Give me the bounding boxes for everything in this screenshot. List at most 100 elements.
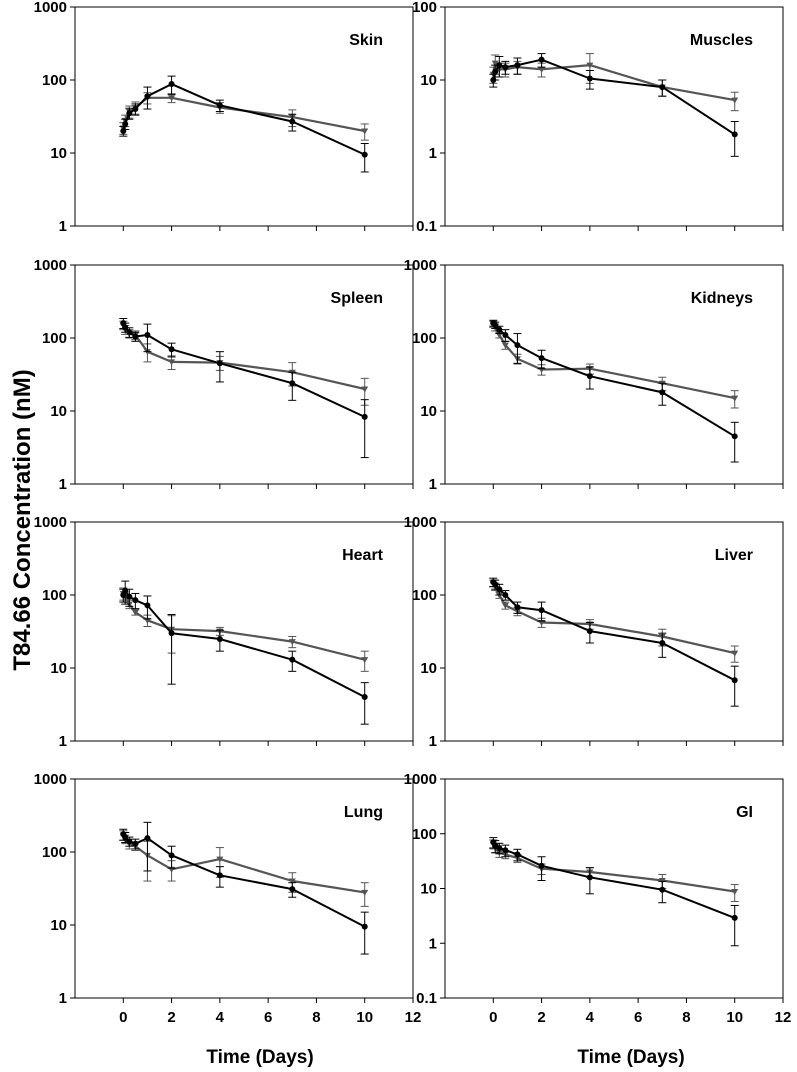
series-series-black (489, 53, 739, 157)
data-point (122, 120, 129, 127)
xtick-label: 12 (405, 1009, 422, 1026)
plot-frame-lung (74, 778, 414, 999)
ytick-label: 1000 (404, 257, 437, 274)
data-point (168, 95, 176, 102)
data-point (122, 587, 129, 594)
data-point (538, 607, 545, 614)
data-point (492, 581, 499, 588)
data-point (168, 81, 175, 88)
ytick-label: 1 (429, 733, 437, 750)
data-point (659, 389, 666, 396)
data-point (538, 355, 545, 362)
ytick-label: 1000 (34, 0, 67, 16)
series-series-black (119, 580, 369, 725)
series-line (122, 96, 365, 133)
plot-frame-liver (444, 521, 784, 742)
series-series-gray (119, 587, 369, 672)
data-point (586, 628, 593, 635)
series-line (122, 833, 366, 928)
xtick-label: 10 (726, 1009, 743, 1026)
data-point (538, 66, 546, 73)
series-line (492, 322, 736, 438)
ytick-label: 10 (50, 660, 67, 677)
panel-title: Lung (344, 804, 383, 821)
series-line (492, 581, 736, 682)
data-point (361, 413, 368, 420)
series-series-gray (489, 320, 739, 409)
data-point (361, 889, 369, 896)
series-line (122, 589, 366, 698)
series-series-black (119, 821, 369, 955)
ytick-label: 100 (412, 0, 437, 16)
data-point (126, 838, 133, 845)
data-point (659, 640, 666, 647)
data-point (731, 889, 739, 896)
xtick-label: 2 (167, 1009, 175, 1026)
data-point (538, 56, 545, 63)
figure-xlabel-left: Time (Days) (206, 1047, 313, 1068)
xtick-label: 6 (264, 1009, 272, 1026)
panel-lung: 1 10 100 1000 0 2 4 6 8 10 12 Lung (34, 771, 422, 1026)
series-series-gray (489, 839, 739, 902)
series-series-gray (119, 92, 369, 141)
data-point (132, 106, 139, 113)
data-point (538, 862, 545, 869)
plot-frame-gi (444, 778, 784, 999)
ytick-label: 1000 (34, 771, 67, 788)
data-point (216, 102, 223, 109)
data-point (144, 835, 151, 842)
data-point (501, 602, 509, 609)
panel-title: Kidneys (691, 290, 753, 307)
data-point (731, 433, 738, 440)
xtick-label: 8 (682, 1009, 690, 1026)
data-point (122, 834, 129, 841)
series-line (492, 323, 735, 400)
xtick-label: 12 (775, 1009, 792, 1026)
plot-frame-muscles (444, 6, 784, 227)
ytick-label: 10 (420, 403, 437, 420)
ytick-label: 1 (429, 145, 437, 162)
data-point (586, 62, 594, 69)
panel-kidneys: 1 10 100 1000 Kidneys (404, 257, 784, 493)
xtick-label: 2 (537, 1009, 545, 1026)
data-point (132, 840, 139, 847)
ytick-label: 100 (412, 587, 437, 604)
data-point (492, 68, 499, 75)
ytick-label: 10 (420, 72, 437, 89)
ytick-label: 1000 (34, 257, 67, 274)
series-line (492, 582, 735, 655)
series-line (492, 58, 736, 136)
figure-ylabel: T84.66 Concentration (nM) (9, 369, 36, 670)
data-point (120, 128, 127, 135)
data-point (289, 380, 296, 387)
series-line (122, 592, 365, 661)
xtick-label: 10 (356, 1009, 373, 1026)
data-point (502, 331, 509, 338)
ytick-label: 1 (59, 476, 67, 493)
xtick-label: 4 (586, 1009, 595, 1026)
data-point (501, 342, 509, 349)
data-point (586, 874, 593, 881)
series-line (492, 841, 736, 919)
data-point (168, 359, 176, 366)
data-point (496, 62, 503, 69)
data-point (288, 878, 296, 885)
xtick-label: 6 (634, 1009, 642, 1026)
data-point (586, 75, 593, 82)
ytick-label: 1 (59, 990, 67, 1007)
data-point (132, 333, 139, 340)
ytick-label: 1 (59, 733, 67, 750)
data-point (514, 604, 521, 611)
panel-gi: 0.1 1 10 100 1000 0 2 4 6 8 10 12 GI (404, 771, 792, 1026)
data-point (731, 395, 739, 402)
plot-frame-kidneys (444, 264, 784, 485)
ytick-label: 10 (50, 145, 67, 162)
xtick-label: 8 (312, 1009, 320, 1026)
data-point (514, 62, 521, 69)
data-point (496, 326, 503, 333)
data-point (168, 346, 175, 353)
panel-skin: 1 10 100 1000 Skin (34, 0, 414, 235)
series-series-black (119, 75, 369, 173)
data-point (502, 592, 509, 598)
series-series-gray (489, 579, 739, 663)
